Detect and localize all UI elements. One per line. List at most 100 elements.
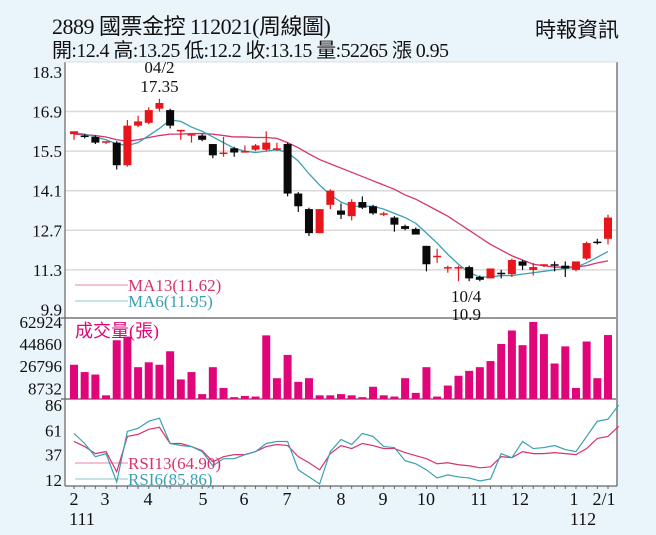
candlestick (251, 144, 260, 152)
volume-bar (70, 364, 78, 399)
volume-title: 成交量(張) (75, 321, 159, 342)
month-label: 4 (144, 489, 153, 509)
candlestick (443, 265, 452, 273)
volume-bar (347, 395, 356, 399)
price-axis-label: 14.1 (32, 182, 62, 201)
year-label: 112 (570, 509, 596, 529)
ohlc-summary: 開:12.4 高:13.25 低:12.2 收:13.15 量:52265 漲 … (52, 40, 449, 62)
volume-bar (539, 334, 548, 399)
ma6-line (73, 119, 609, 278)
volume-axis-label: 44860 (20, 335, 63, 354)
candlestick (91, 135, 100, 145)
candlestick (475, 275, 484, 282)
candlestick (465, 265, 474, 282)
candlestick (529, 262, 538, 276)
price-axis-label: 9.9 (41, 301, 62, 320)
candlestick (369, 204, 378, 215)
candlestick (604, 214, 612, 245)
volume-bar (176, 379, 185, 399)
volume-bar (198, 394, 207, 399)
price-axis-label: 18.3 (32, 63, 62, 82)
volume-bar (251, 396, 260, 399)
candlestick (134, 115, 143, 128)
volume-bar (102, 395, 111, 399)
volume-bar (230, 397, 239, 399)
candlestick (80, 134, 89, 139)
volume-bar (433, 396, 442, 399)
chart-title: 2889 國票金控 112021(周線圖) (52, 14, 331, 39)
price-axis-label: 12.7 (32, 221, 62, 240)
volume-bar (369, 386, 378, 399)
candlestick (283, 142, 292, 197)
month-label: 1 (570, 489, 579, 509)
candlestick (198, 134, 207, 142)
volume-bar (262, 335, 271, 399)
candlestick (433, 248, 442, 263)
low-date-annotation: 10/4 (451, 287, 482, 306)
candlestick (507, 258, 516, 277)
volume-bar (604, 335, 612, 399)
candlestick (582, 241, 591, 261)
volume-bar (475, 367, 484, 399)
candlestick (401, 224, 410, 231)
low-value-annotation: 10.9 (451, 305, 481, 324)
volume-bar (358, 397, 367, 399)
volume-bar (379, 395, 388, 399)
month-label: 9 (379, 489, 388, 509)
candlestick (379, 211, 388, 217)
volume-bar (294, 381, 303, 399)
candlestick (422, 245, 431, 272)
volume-bar (571, 387, 580, 399)
month-label: 2/1 (592, 489, 615, 509)
volume-axis-label: 26796 (20, 357, 63, 376)
candlestick (208, 144, 217, 159)
volume-bar (272, 378, 281, 399)
candlestick (539, 264, 548, 268)
rsi-axis-label: 37 (45, 446, 63, 465)
candlestick (497, 269, 506, 279)
candlestick (219, 136, 228, 157)
volume-bar (80, 372, 89, 399)
candlestick (123, 119, 132, 167)
volume-bar (561, 346, 570, 399)
month-label: 5 (199, 489, 208, 509)
candlestick (454, 265, 463, 282)
volume-bar (465, 370, 474, 399)
volume-bar (219, 387, 228, 399)
rsi6-line (73, 404, 620, 485)
month-label: 10 (417, 489, 435, 509)
candlestick (326, 189, 335, 210)
candlestick (561, 261, 570, 277)
candlestick (272, 142, 281, 152)
price-axis-label: 15.5 (32, 142, 62, 161)
candlestick (411, 227, 420, 235)
volume-bar (144, 362, 153, 399)
candlestick (593, 238, 602, 245)
volume-bar (240, 395, 249, 399)
candlestick (230, 146, 239, 157)
candlestick (390, 216, 399, 232)
candlestick (294, 192, 303, 212)
source-label: 時報資訊 (535, 18, 619, 42)
rsi13-line (73, 425, 620, 474)
volume-bar (187, 372, 196, 399)
candlestick (112, 141, 121, 170)
volume-axis-label: 62924 (20, 313, 63, 332)
rsi-axis-label: 61 (45, 421, 62, 440)
month-label: 8 (337, 489, 346, 509)
rsi-axis-label: 86 (45, 396, 62, 415)
volume-bar (497, 343, 506, 399)
candlestick (315, 209, 324, 234)
month-label: 6 (240, 489, 249, 509)
volume-bar (593, 378, 602, 399)
month-label: 3 (101, 489, 110, 509)
candlestick (486, 268, 495, 279)
candlestick (155, 98, 164, 112)
volume-bar (112, 340, 121, 399)
volume-bar (91, 374, 100, 399)
volume-bar (315, 395, 324, 399)
candlestick (102, 141, 111, 145)
volume-bar (507, 330, 516, 399)
ma6-legend: MA6(11.95) (128, 292, 213, 311)
